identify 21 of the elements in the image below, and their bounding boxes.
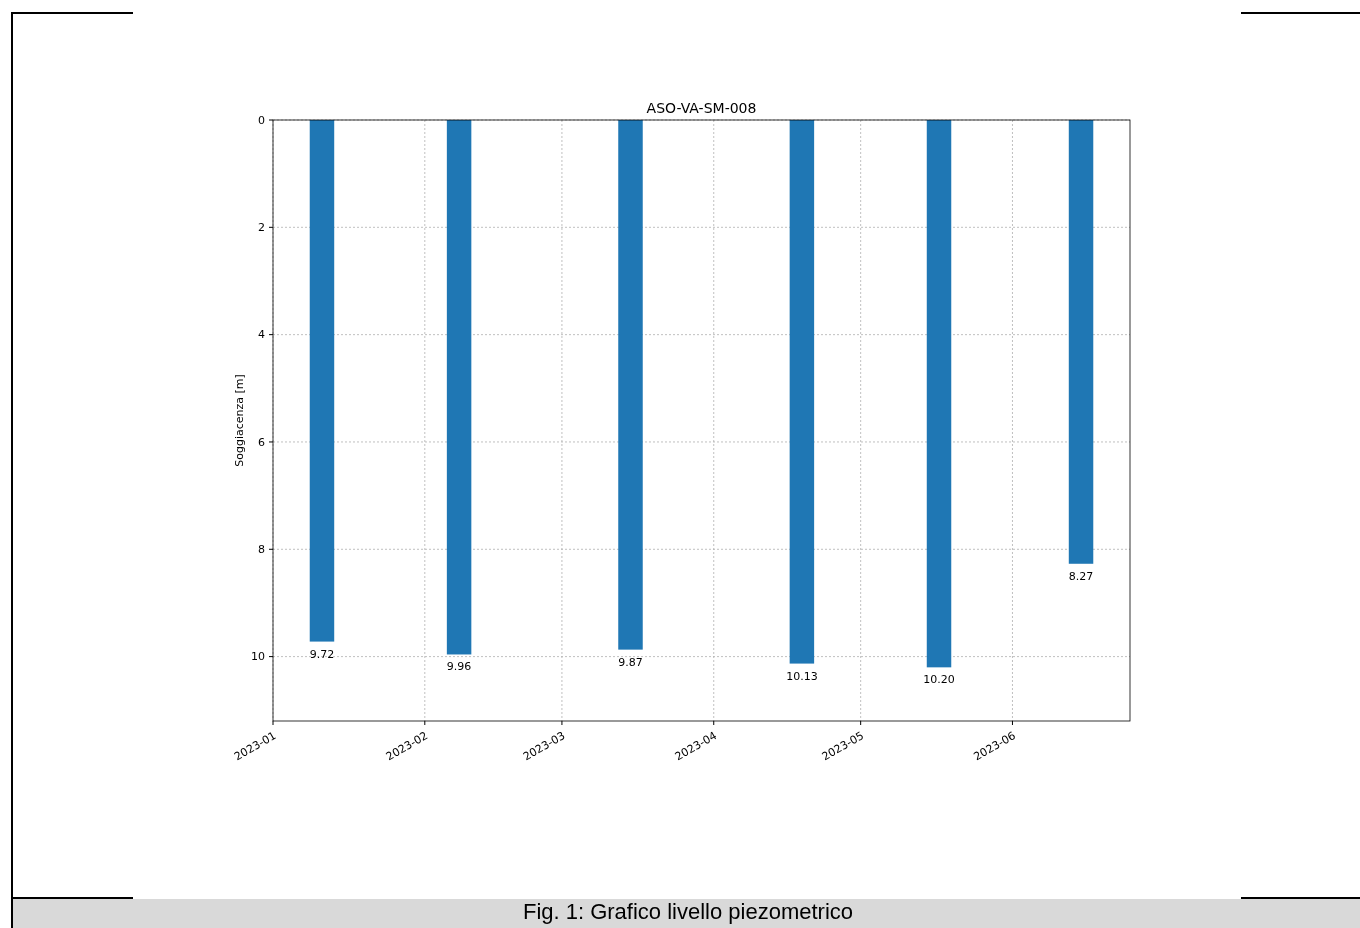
caption: Fig. 1: Grafico livello piezometrico: [522, 899, 854, 924]
bar: [1068, 120, 1094, 564]
bar: [446, 120, 472, 655]
y-tick-label: 0: [258, 113, 265, 127]
y-tick-label: 10: [251, 650, 265, 664]
data-label: 10.20: [923, 673, 955, 687]
data-label: 10.13: [786, 669, 818, 683]
y-tick-label: 4: [258, 328, 265, 342]
chart-title: ASO-VA-SM-008: [646, 100, 757, 116]
bar: [926, 120, 952, 668]
bar: [618, 120, 643, 650]
y-axis-title: Soggiacenza [m]: [233, 374, 246, 467]
bar: [309, 120, 335, 642]
y-tick-label: 2: [258, 221, 265, 235]
y-tick-label: 6: [258, 435, 265, 449]
y-tick-label: 8: [258, 543, 265, 557]
data-label: 9.87: [618, 655, 643, 669]
data-label: 9.96: [446, 660, 472, 674]
data-label: 8.27: [1068, 569, 1094, 583]
bar: [789, 120, 815, 664]
data-label: 9.72: [309, 647, 335, 661]
